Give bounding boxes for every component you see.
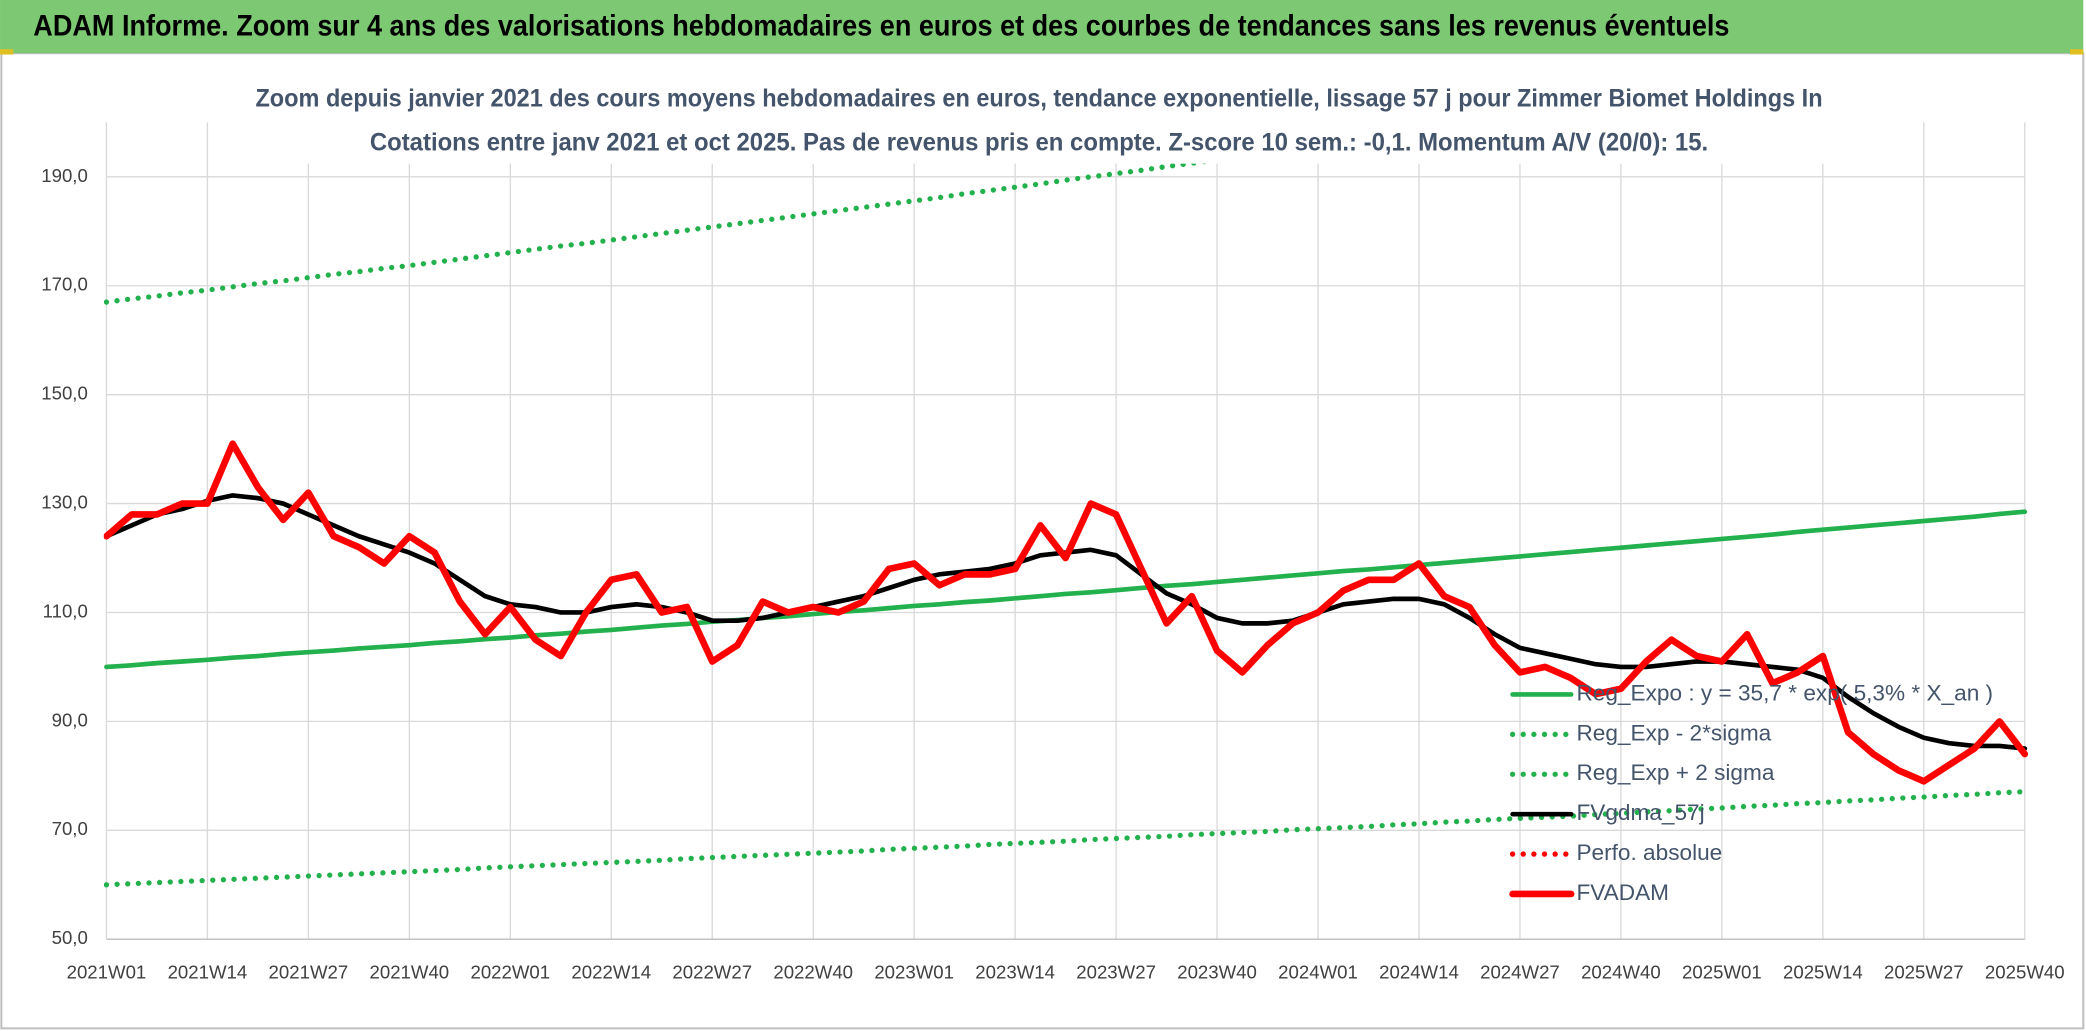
series-line xyxy=(103,440,2029,785)
banner-background xyxy=(0,0,2084,54)
x-tick-label: 2024W14 xyxy=(1379,962,1459,983)
x-tick-label: 2023W01 xyxy=(874,962,954,983)
y-tick-label: 190,0 xyxy=(41,165,88,186)
x-tick-label: 2024W40 xyxy=(1581,962,1661,983)
y-tick-label: 150,0 xyxy=(41,383,88,404)
y-tick-label: 70,0 xyxy=(52,818,88,839)
banner-title: ADAM Informe. Zoom sur 4 ans des valoris… xyxy=(33,11,1729,43)
axes: 50,0 70,0 90,0 110,0 130,0 150,0 170,0 190,0 202… xyxy=(41,165,2064,983)
y-tick-label: 50,0 xyxy=(52,927,88,948)
y-tick-label: 90,0 xyxy=(52,709,88,730)
legend-label: Perfo. absolue xyxy=(1576,840,1722,865)
legend-label: Reg_Exp - 2*sigma xyxy=(1576,720,1771,745)
x-tick-label: 2024W01 xyxy=(1278,962,1358,983)
x-tick-label: 2025W01 xyxy=(1682,962,1762,983)
legend-label: Reg_Exp + 2 sigma xyxy=(1576,760,1774,785)
series-line xyxy=(104,509,2028,670)
y-tick-label: 170,0 xyxy=(41,274,88,295)
legend: Reg_Expo : y = 35,7 * exp( 5,3% * X_an )… xyxy=(1509,680,1993,905)
x-tick-label: 2023W27 xyxy=(1076,962,1156,983)
title-background xyxy=(250,79,1830,164)
x-tick-label: 2025W40 xyxy=(1985,962,2065,983)
x-tick-label: 2021W14 xyxy=(168,962,248,983)
legend-label: FVADAM xyxy=(1576,880,1669,905)
x-tick-label: 2022W01 xyxy=(470,962,550,983)
x-tick-label: 2022W27 xyxy=(672,962,752,983)
x-tick-label: 2021W27 xyxy=(269,962,349,983)
x-tick-label: 2022W40 xyxy=(773,962,853,983)
x-tick-label: 2025W14 xyxy=(1783,962,1863,983)
x-tick-label: 2024W27 xyxy=(1480,962,1560,983)
banner-accent xyxy=(2070,49,2084,55)
x-tick-label: 2025W27 xyxy=(1884,962,1964,983)
chart-title: Zoom depuis janvier 2021 des cours moyen… xyxy=(255,84,1822,112)
plot-lines xyxy=(103,122,2029,888)
y-tick-label: 130,0 xyxy=(41,491,88,512)
x-tick-label: 2021W40 xyxy=(370,962,450,983)
series-line xyxy=(103,122,1503,305)
x-tick-label: 2023W40 xyxy=(1177,962,1257,983)
legend-label: FVgdma_57j xyxy=(1576,800,1704,825)
banner-accent xyxy=(0,49,14,55)
x-tick-label: 2021W01 xyxy=(67,962,147,983)
chart-subtitle: Cotations entre janv 2021 et oct 2025. P… xyxy=(370,128,1708,156)
legend-label: Reg_Expo : y = 35,7 * exp( 5,3% * X_an ) xyxy=(1576,680,1993,705)
series-line xyxy=(103,788,2028,888)
x-tick-label: 2022W14 xyxy=(571,962,651,983)
x-tick-label: 2023W14 xyxy=(975,962,1055,983)
y-tick-label: 110,0 xyxy=(43,600,88,621)
grid xyxy=(105,122,2026,940)
